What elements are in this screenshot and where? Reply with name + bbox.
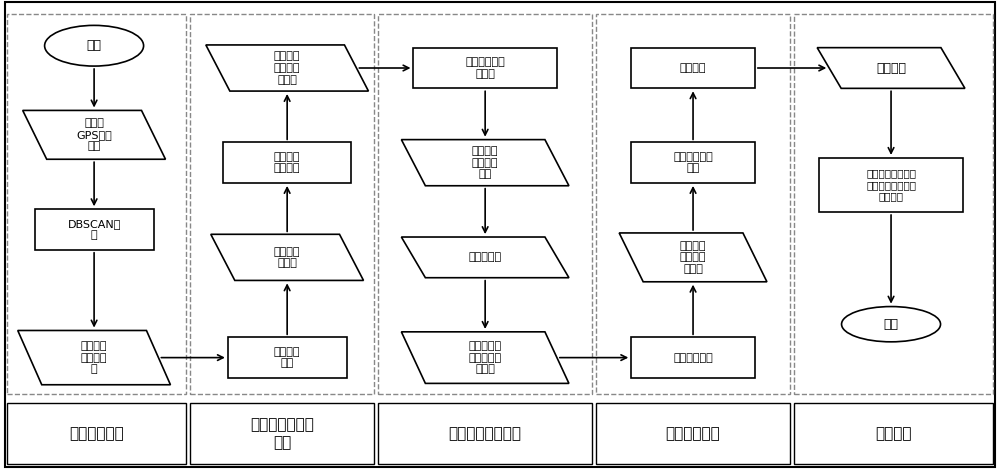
Polygon shape xyxy=(619,233,767,282)
Text: 线性加权和法: 线性加权和法 xyxy=(673,353,713,363)
Text: 格雷厄姆
算法: 格雷厄姆 算法 xyxy=(274,347,300,369)
Polygon shape xyxy=(23,110,166,159)
Text: 算法验证: 算法验证 xyxy=(875,426,912,441)
Ellipse shape xyxy=(842,307,941,342)
Bar xyxy=(223,142,351,183)
Bar xyxy=(7,403,186,464)
Text: 热点区域聚类: 热点区域聚类 xyxy=(69,426,124,441)
Polygon shape xyxy=(206,45,368,91)
Bar xyxy=(228,337,347,378)
Text: 站点因素归纳
和整理: 站点因素归纳 和整理 xyxy=(465,57,505,79)
Text: 热点区域
的凸包: 热点区域 的凸包 xyxy=(274,247,300,268)
Text: 热点区域聚类规
整化: 热点区域聚类规 整化 xyxy=(250,417,314,450)
Text: 结束: 结束 xyxy=(884,318,899,331)
Polygon shape xyxy=(401,140,569,186)
Ellipse shape xyxy=(45,25,144,66)
Bar xyxy=(378,14,592,394)
Bar xyxy=(378,403,592,464)
Text: 出租车
GPS轨迹
数据: 出租车 GPS轨迹 数据 xyxy=(76,118,112,151)
Bar xyxy=(413,48,557,88)
Text: 最小外包
矩形算法: 最小外包 矩形算法 xyxy=(274,152,300,174)
Text: 分割的热
点区域矩
形单元: 分割的热 点区域矩 形单元 xyxy=(274,52,300,84)
Bar xyxy=(35,209,154,250)
Text: 站点选取问题抽象: 站点选取问题抽象 xyxy=(449,426,522,441)
Bar xyxy=(596,403,790,464)
Polygon shape xyxy=(817,48,965,88)
Text: 两个约束条
件和四个优
化目标: 两个约束条 件和四个优 化目标 xyxy=(469,341,502,374)
Polygon shape xyxy=(211,234,364,280)
Polygon shape xyxy=(18,331,170,385)
Text: 开始: 开始 xyxy=(87,39,102,52)
Bar xyxy=(7,14,186,394)
Bar xyxy=(631,142,755,183)
Bar xyxy=(596,14,790,394)
Text: 站点选取算法: 站点选取算法 xyxy=(666,426,720,441)
Bar xyxy=(819,158,963,212)
Text: 站点选取问题
转换: 站点选取问题 转换 xyxy=(673,152,713,174)
Bar xyxy=(794,14,993,394)
Bar xyxy=(631,337,755,378)
Polygon shape xyxy=(401,332,569,383)
Text: 公交站点: 公交站点 xyxy=(876,61,906,75)
Text: 布站要考
虑的四个
因素: 布站要考 虑的四个 因素 xyxy=(472,146,498,179)
Text: DBSCAN聚
类: DBSCAN聚 类 xyxy=(67,219,121,240)
Polygon shape xyxy=(401,237,569,278)
Bar xyxy=(794,403,993,464)
Bar xyxy=(190,403,374,464)
Text: 贪心算法: 贪心算法 xyxy=(680,63,706,73)
Text: 热点区域
单元的选
择价值: 热点区域 单元的选 择价值 xyxy=(680,241,706,274)
Bar xyxy=(631,48,755,88)
Bar xyxy=(190,14,374,394)
Text: 基于乘客出行费用
和道路资源消耗的
站点验证: 基于乘客出行费用 和道路资源消耗的 站点验证 xyxy=(866,168,916,202)
Text: 形式化抽象: 形式化抽象 xyxy=(469,252,502,262)
Text: 热点区域
的离散点
集: 热点区域 的离散点 集 xyxy=(81,341,107,374)
